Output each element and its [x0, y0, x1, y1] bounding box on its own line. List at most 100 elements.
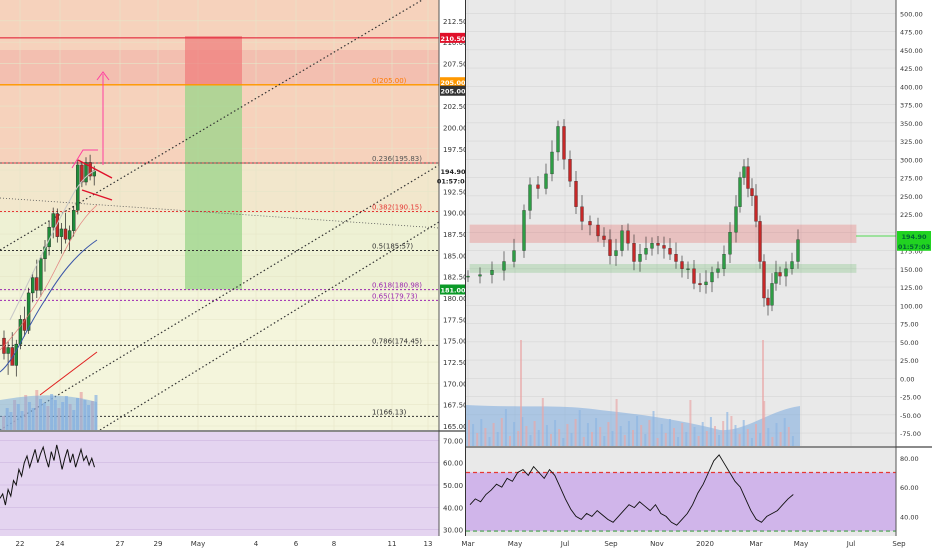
candle-body[interactable] [728, 232, 732, 255]
candle-body[interactable] [88, 162, 92, 177]
candle-body[interactable] [722, 254, 726, 269]
right-y-tick-label: 400.00 [900, 83, 923, 91]
candle-body[interactable] [55, 213, 59, 237]
candle-body[interactable] [644, 248, 648, 255]
candle-body[interactable] [478, 274, 482, 277]
candle-body[interactable] [80, 164, 84, 183]
right-y-tick-label: 250.00 [900, 193, 923, 201]
candle-body[interactable] [710, 272, 714, 283]
right-panel-background [466, 0, 896, 446]
left-price-badge [440, 284, 466, 295]
candle-body[interactable] [602, 235, 606, 240]
fib-level-label: 0.382(190.15) [372, 203, 422, 211]
candle-body[interactable] [796, 239, 800, 262]
candle-body[interactable] [536, 184, 540, 189]
candle-body[interactable] [766, 297, 770, 306]
candle-body[interactable] [734, 206, 738, 233]
candle-body[interactable] [746, 166, 750, 189]
candle-body[interactable] [790, 261, 794, 269]
candle-body[interactable] [656, 243, 660, 246]
candle-body[interactable] [562, 126, 566, 160]
candle-body[interactable] [774, 272, 778, 284]
candle-body[interactable] [550, 151, 554, 175]
left-time-axis[interactable]: 22 24 27 29 May 4 6 8 11 13 [16, 540, 433, 548]
left-price-axis[interactable]: 212.50 210.00 207.50 205.00 202.50 200.00 197.… [437, 0, 470, 550]
candle-body[interactable] [742, 166, 746, 178]
left-y-tick-label: 175.00 [443, 338, 468, 346]
candle-body[interactable] [568, 159, 572, 182]
left-price-badge-text: 210.50 [440, 35, 466, 43]
stop-loss-zone[interactable] [185, 36, 242, 85]
candle-body[interactable] [63, 228, 68, 240]
candle-body[interactable] [750, 188, 754, 196]
candle-body[interactable] [6, 347, 10, 354]
candle-body[interactable] [59, 228, 64, 237]
candle-body[interactable] [778, 272, 782, 277]
right-rsi-panel[interactable] [466, 448, 896, 536]
candle-body[interactable] [632, 243, 636, 262]
candle-body[interactable] [716, 268, 720, 273]
candle-body[interactable] [784, 268, 788, 277]
candle-body[interactable] [580, 206, 584, 222]
right-chart-panel[interactable] [466, 0, 899, 536]
candle-body[interactable] [686, 268, 690, 270]
right-y-tick-label: 50.00 [900, 339, 919, 347]
candle-body[interactable] [620, 230, 624, 251]
left-rsi-tick-label: 50.00 [443, 482, 463, 490]
candle-body[interactable] [758, 221, 762, 262]
candle-body[interactable] [668, 248, 672, 255]
left-chart-panel[interactable]: 0(205.00) 0.236(195.83) 0.382(190.15) 0.5(1… [0, 0, 439, 430]
candle-body[interactable] [674, 254, 678, 262]
candle-body[interactable] [31, 277, 35, 294]
candle-body[interactable] [35, 277, 39, 291]
candle-body[interactable] [466, 275, 470, 278]
candle-body[interactable] [39, 258, 43, 291]
left-rsi-panel[interactable] [0, 432, 439, 536]
candle-body[interactable] [574, 181, 578, 207]
candle-body[interactable] [67, 230, 72, 240]
right-price-axis[interactable]: 500.00 475.00 450.00 425.00 400.00 375.00 350.… [895, 0, 932, 550]
candle-body[interactable] [522, 210, 526, 251]
candle-body[interactable] [502, 261, 506, 271]
candle-body[interactable] [528, 184, 532, 211]
candle-body[interactable] [754, 195, 758, 222]
candle-body[interactable] [51, 213, 55, 228]
candle-body[interactable] [704, 281, 708, 286]
candle-body[interactable] [762, 261, 766, 299]
candle-body[interactable] [770, 283, 774, 306]
left-y-tick-label: 187.50 [443, 231, 468, 239]
left-price-badge [440, 32, 466, 43]
candle-body[interactable] [544, 173, 548, 189]
candle-body[interactable] [596, 224, 600, 237]
right-time-axis[interactable]: Mar May Jul Sep Nov 2020 Mar May Jul Sep [461, 540, 906, 548]
candle-body[interactable] [14, 343, 19, 366]
candle-body[interactable] [680, 261, 684, 269]
right-y-tick-label: 225.00 [900, 211, 923, 219]
left-x-tick-label: 11 [388, 540, 397, 548]
candle-body[interactable] [490, 270, 494, 275]
candle-body[interactable] [22, 319, 27, 331]
candle-body[interactable] [662, 245, 666, 249]
candle-body[interactable] [698, 283, 702, 286]
candle-body[interactable] [614, 250, 618, 256]
candle-body[interactable] [43, 246, 47, 260]
candle-body[interactable] [638, 254, 642, 262]
candle-body[interactable] [608, 239, 612, 256]
candle-body[interactable] [512, 250, 516, 262]
price-zone-support[interactable] [469, 264, 857, 273]
right-y-tick-label: -50.00 [900, 412, 921, 420]
candle-body[interactable] [84, 162, 88, 183]
candle-body[interactable] [556, 126, 560, 153]
candle-body[interactable] [626, 230, 630, 244]
profit-target-zone[interactable] [185, 84, 242, 290]
candle-body[interactable] [76, 164, 80, 211]
candle-body[interactable] [588, 221, 592, 226]
candle-body[interactable] [650, 243, 654, 249]
left-rsi-tick-label: 70.00 [443, 437, 463, 445]
candle-body[interactable] [71, 209, 76, 231]
candle-body[interactable] [692, 268, 696, 284]
candle-body[interactable] [26, 292, 31, 331]
candle-body[interactable] [738, 177, 742, 207]
